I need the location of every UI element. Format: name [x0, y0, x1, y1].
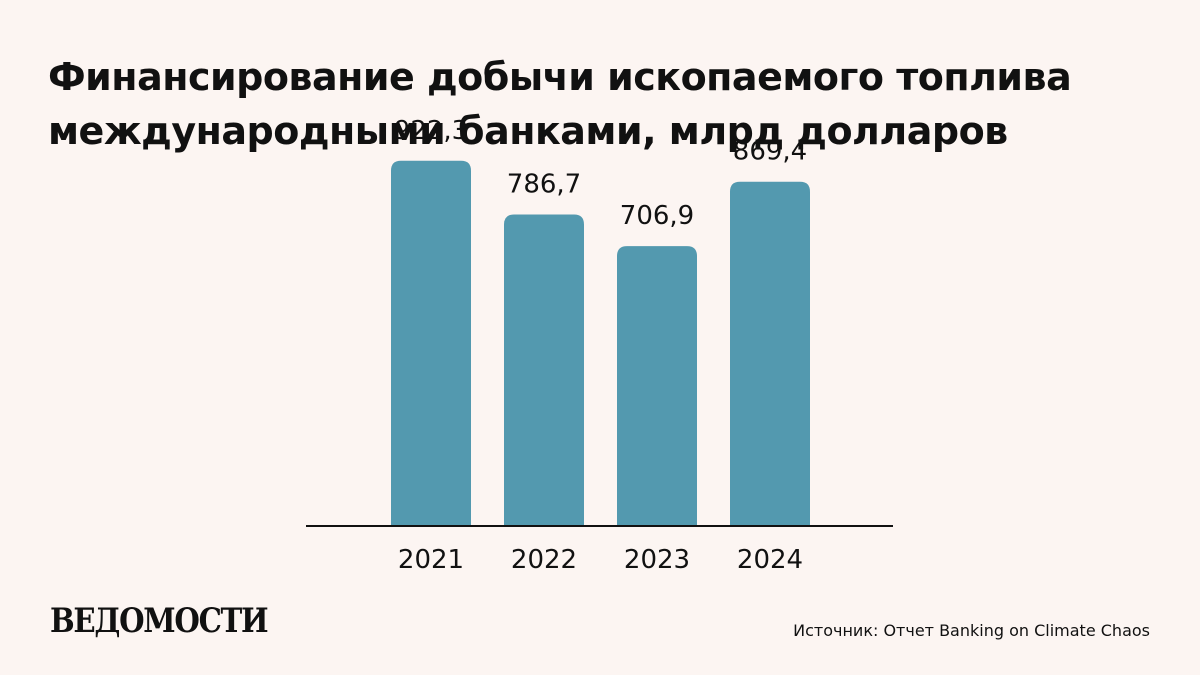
tick-label-2021: 2021 — [398, 545, 464, 575]
vedomosti-logo: ВЕДОМОСТИ — [50, 601, 269, 641]
tick-label-2024: 2024 — [737, 545, 803, 575]
chart-title: Финансирование добычи ископаемого топлив… — [48, 55, 1072, 153]
bars-group — [391, 160, 810, 527]
bar-2022 — [504, 214, 584, 526]
value-label-2024: 869,4 — [733, 137, 807, 167]
bar-2023 — [617, 246, 697, 526]
value-label-2022: 786,7 — [507, 169, 581, 199]
bar-2021 — [391, 160, 471, 526]
source-note: Источник: Отчет Banking on Climate Chaos — [793, 621, 1150, 640]
tick-label-2023: 2023 — [624, 545, 690, 575]
value-label-2021: 922,3 — [394, 116, 468, 146]
tick-label-2022: 2022 — [511, 545, 577, 575]
bar-2024 — [730, 181, 810, 527]
value-label-2023: 706,9 — [620, 201, 694, 231]
value-labels-group: 922,3 786,7 706,9 869,4 — [394, 116, 807, 231]
tick-labels-group: 2021 2022 2023 2024 — [398, 545, 803, 575]
